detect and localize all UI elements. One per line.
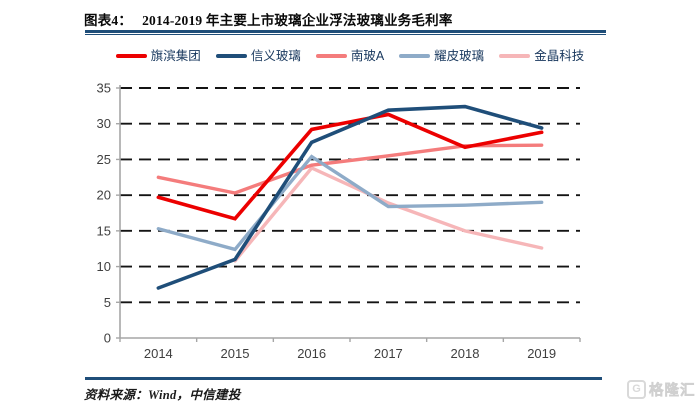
legend-label-3: 耀皮玻璃 xyxy=(434,49,485,63)
legend-swatch-0 xyxy=(115,54,147,59)
legend-label-2: 南玻A xyxy=(350,49,385,63)
chart-legend: 旗滨集团 信义玻璃 南玻A 耀皮玻璃 金晶科技 xyxy=(0,50,700,63)
series-line-1 xyxy=(156,104,544,290)
y-tick-label-35: 35 xyxy=(97,81,111,96)
x-tick-label-3: 2017 xyxy=(374,346,403,361)
figure-number-label: 图表4： xyxy=(84,13,133,28)
footer-divider xyxy=(85,377,602,380)
legend-label-0: 旗滨集团 xyxy=(150,49,201,63)
data-source-note: 资料来源：Wind，中信建投 xyxy=(84,388,241,402)
y-tick-label-10: 10 xyxy=(97,259,111,274)
legend-label-1: 信义玻璃 xyxy=(250,49,301,63)
x-tick-label-4: 2018 xyxy=(451,346,480,361)
figure-title: 图表4： 2014-2019 年主要上市玻璃企业浮法玻璃业务毛利率 xyxy=(84,9,624,29)
legend-swatch-1 xyxy=(215,54,247,59)
title-divider-thick xyxy=(85,30,606,33)
title-divider-thin xyxy=(85,34,606,35)
legend-item-0: 旗滨集团 xyxy=(115,49,201,63)
x-tick-label-0: 2014 xyxy=(144,346,173,361)
series-line-4 xyxy=(233,165,544,263)
gelonghui-logo-text: 格隆汇 xyxy=(649,383,696,400)
legend-swatch-4 xyxy=(499,54,531,59)
gelonghui-logo-icon: G xyxy=(627,380,646,399)
figure-title-text: 2014-2019 年主要上市玻璃企业浮法玻璃业务毛利率 xyxy=(142,13,453,28)
legend-item-1: 信义玻璃 xyxy=(215,49,301,63)
legend-swatch-2 xyxy=(315,54,347,59)
y-tick-label-0: 0 xyxy=(104,331,111,346)
legend-item-3: 耀皮玻璃 xyxy=(399,50,484,63)
legend-item-4: 金晶科技 xyxy=(499,50,584,63)
gelonghui-watermark: G 格隆汇 xyxy=(627,379,696,400)
x-tick-label-2: 2016 xyxy=(297,346,326,361)
x-tick-label-5: 2019 xyxy=(527,346,556,361)
y-tick-label-30: 30 xyxy=(97,116,111,131)
y-tick-label-20: 20 xyxy=(97,188,111,203)
x-tick-label-1: 2015 xyxy=(221,346,250,361)
y-tick-label-15: 15 xyxy=(97,223,111,238)
legend-item-2: 南玻A xyxy=(315,49,385,63)
legend-swatch-3 xyxy=(399,54,431,59)
y-tick-label-5: 5 xyxy=(104,295,111,310)
legend-label-4: 金晶科技 xyxy=(534,49,585,63)
series-line-0 xyxy=(156,112,544,221)
y-tick-label-25: 25 xyxy=(97,152,111,167)
series-line-3 xyxy=(156,154,544,252)
